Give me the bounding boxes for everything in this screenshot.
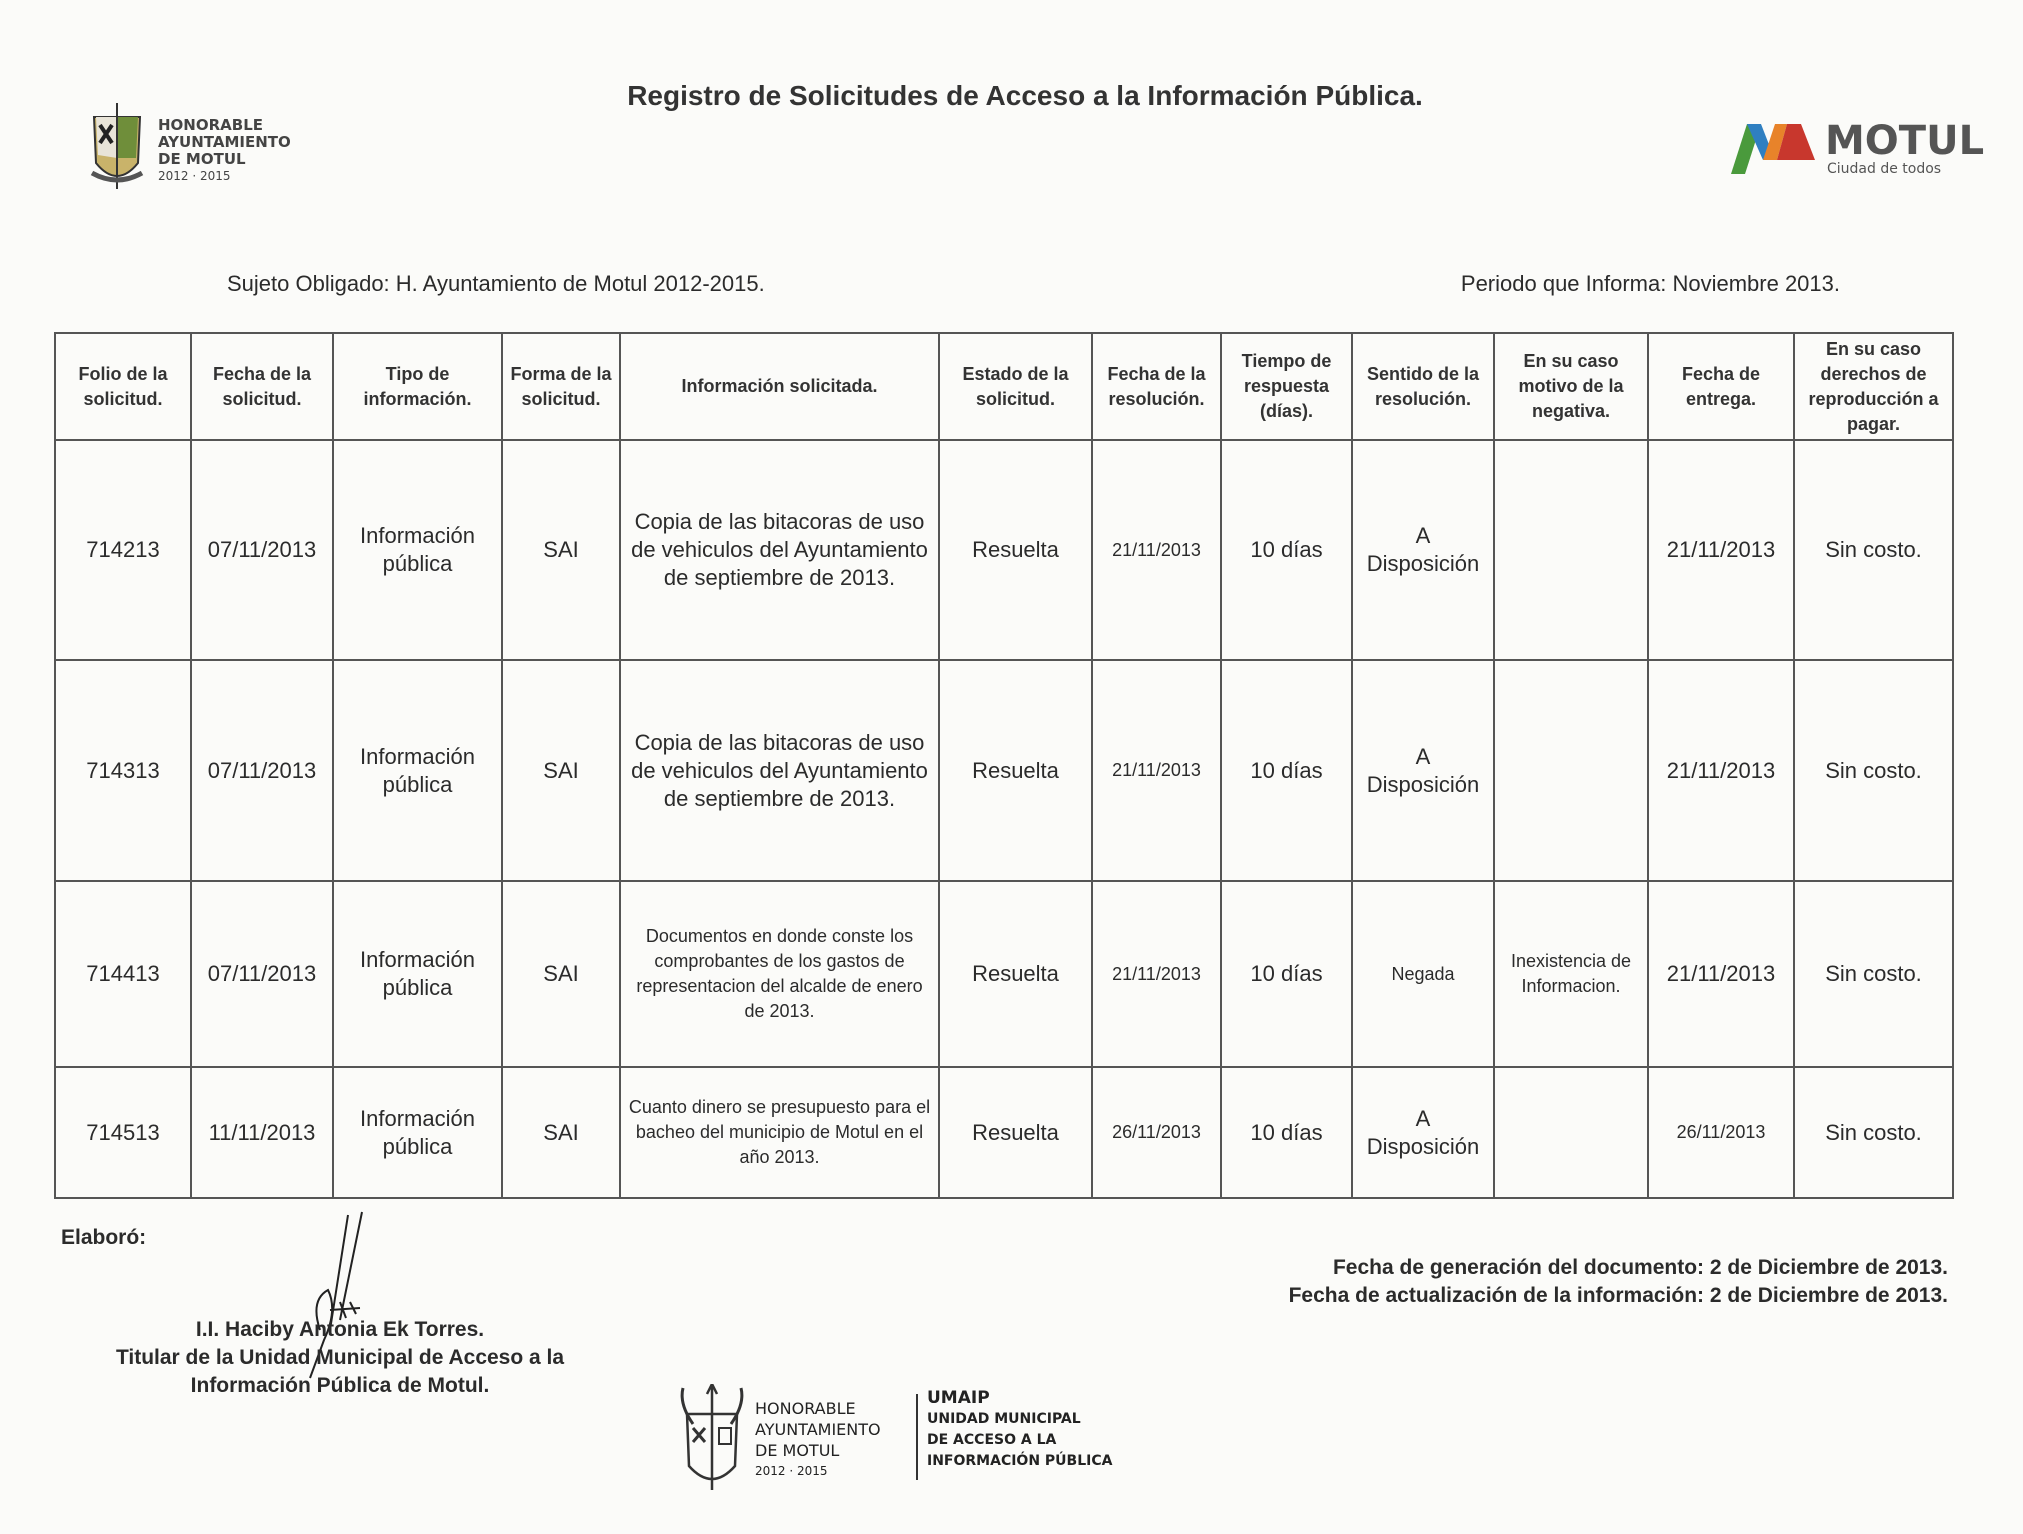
table-cell: 21/11/2013 bbox=[1091, 880, 1222, 1068]
generation-date: Fecha de generación del documento: 2 de … bbox=[1332, 1256, 1948, 1279]
table-cell: Resuelta bbox=[938, 659, 1093, 882]
column-header: Fecha de la solicitud. bbox=[190, 332, 334, 441]
table-cell: 21/11/2013 bbox=[1091, 439, 1222, 661]
table-cell: Resuelta bbox=[938, 1066, 1093, 1199]
signature-icon bbox=[309, 1211, 363, 1379]
document-dates: Fecha de generación del documento: 2 de … bbox=[1289, 1254, 1948, 1310]
table-cell: Inexistencia de Informacion. bbox=[1493, 880, 1649, 1068]
logo-line: DE ACCESO A LA bbox=[927, 1432, 1057, 1448]
umaip-logo: HONORABLE AYUNTAMIENTO DE MOTUL 2012 · 2… bbox=[677, 1384, 1127, 1494]
column-header: Tiempo de respuesta (días). bbox=[1220, 332, 1353, 441]
table-row: 714313 07/11/2013 Información pública SAI Co… bbox=[54, 659, 1954, 882]
table-cell: 714313 bbox=[54, 659, 192, 882]
logo-years: 2012 · 2015 bbox=[755, 1464, 828, 1478]
table-row: 714513 11/11/2013 Información pública SAI Cu… bbox=[54, 1066, 1954, 1199]
logo-line: UMAIP bbox=[927, 1388, 990, 1408]
table-cell: A Disposición bbox=[1351, 659, 1495, 882]
subject-label: Sujeto Obligado: H. Ayuntamiento de Motu… bbox=[227, 271, 765, 296]
table-cell: Información pública bbox=[332, 1066, 503, 1199]
motul-mark-icon bbox=[1731, 124, 1815, 174]
table-cell: 10 días bbox=[1220, 659, 1353, 882]
signer-title: Información Pública de Motul. bbox=[190, 1374, 490, 1397]
table-cell: Negada bbox=[1351, 880, 1495, 1068]
table-cell: A Disposición bbox=[1351, 1066, 1495, 1199]
column-header: Información solicitada. bbox=[619, 332, 940, 441]
table-cell: 07/11/2013 bbox=[190, 439, 334, 661]
table-cell: Copia de las bitacoras de uso de vehicul… bbox=[619, 659, 940, 882]
elaboro-label: Elaboró: bbox=[61, 1226, 147, 1249]
table-cell: Información pública bbox=[332, 659, 503, 882]
motul-tagline: Ciudad de todos bbox=[1827, 161, 1942, 177]
page-title: Registro de Solicitudes de Acceso a la I… bbox=[627, 80, 1423, 111]
table-cell: SAI bbox=[501, 659, 621, 882]
table-cell: 714413 bbox=[54, 880, 192, 1068]
table-cell: Sin costo. bbox=[1793, 880, 1954, 1068]
table-cell: Información pública bbox=[332, 439, 503, 661]
crest-icon bbox=[90, 103, 144, 189]
requests-table: Folio de la solicitud. Fecha de la solic… bbox=[54, 332, 1954, 1199]
table-cell: Sin costo. bbox=[1793, 439, 1954, 661]
table-cell: SAI bbox=[501, 1066, 621, 1199]
table-cell bbox=[1493, 439, 1649, 661]
logo-line: HONORABLE bbox=[158, 116, 264, 134]
table-cell: 26/11/2013 bbox=[1091, 1066, 1222, 1199]
column-header: Estado de la solicitud. bbox=[938, 332, 1093, 441]
table-cell: Información pública bbox=[332, 880, 503, 1068]
table-cell: 10 días bbox=[1220, 880, 1353, 1068]
column-header: Fecha de entrega. bbox=[1647, 332, 1795, 441]
table-cell: 10 días bbox=[1220, 1066, 1353, 1199]
motul-logo: MOTUL Ciudad de todos bbox=[1729, 118, 1984, 180]
update-date: Fecha de actualización de la información… bbox=[1288, 1284, 1948, 1307]
crest-outline-icon bbox=[680, 1384, 744, 1490]
table-cell: Copia de las bitacoras de uso de vehicul… bbox=[619, 439, 940, 661]
table-cell: 07/11/2013 bbox=[190, 880, 334, 1068]
table-cell: 26/11/2013 bbox=[1647, 1066, 1795, 1199]
table-cell: A Disposición bbox=[1351, 439, 1495, 661]
column-header: En su caso motivo de la negativa. bbox=[1493, 332, 1649, 441]
table-cell: Sin costo. bbox=[1793, 659, 1954, 882]
ayuntamiento-logo: HONORABLE AYUNTAMIENTO DE MOTUL 2012 · 2… bbox=[86, 103, 291, 194]
table-row: 714413 07/11/2013 Información pública SAI Do… bbox=[54, 880, 1954, 1068]
table-cell: SAI bbox=[501, 880, 621, 1068]
logo-line: AYUNTAMIENTO bbox=[755, 1420, 881, 1439]
column-header: Tipo de información. bbox=[332, 332, 503, 441]
logo-line: INFORMACIÓN PÚBLICA bbox=[927, 1453, 1113, 1469]
table-cell: Resuelta bbox=[938, 880, 1093, 1068]
table-cell: Resuelta bbox=[938, 439, 1093, 661]
table-cell: 21/11/2013 bbox=[1647, 439, 1795, 661]
table-cell: SAI bbox=[501, 439, 621, 661]
table-header-row: Folio de la solicitud. Fecha de la solic… bbox=[54, 332, 1954, 441]
table-cell: Cuanto dinero se presupuesto para el bac… bbox=[619, 1066, 940, 1199]
table-cell: 10 días bbox=[1220, 439, 1353, 661]
column-header: En su caso derechos de reproducción a pa… bbox=[1793, 332, 1954, 441]
motul-wordmark: MOTUL bbox=[1825, 118, 1985, 164]
column-header: Forma de la solicitud. bbox=[501, 332, 621, 441]
table-cell: Documentos en donde conste los comproban… bbox=[619, 880, 940, 1068]
period-label: Periodo que Informa: Noviembre 2013. bbox=[1460, 271, 1840, 296]
table-cell bbox=[1493, 659, 1649, 882]
column-header: Folio de la solicitud. bbox=[54, 332, 192, 441]
logo-years: 2012 · 2015 bbox=[158, 169, 231, 183]
signer-block: I.I. Haciby Antonia Ek Torres. Titular d… bbox=[60, 1316, 620, 1400]
signer-name: I.I. Haciby Antonia Ek Torres. bbox=[195, 1318, 485, 1341]
logo-line: DE MOTUL bbox=[158, 150, 246, 168]
signer-title: Titular de la Unidad Municipal de Acceso… bbox=[115, 1346, 565, 1369]
table-row: 714213 07/11/2013 Información pública SAI Co… bbox=[54, 439, 1954, 661]
table-cell: 714513 bbox=[54, 1066, 192, 1199]
logo-divider bbox=[916, 1394, 918, 1480]
table-cell: 11/11/2013 bbox=[190, 1066, 334, 1199]
table-cell bbox=[1493, 1066, 1649, 1199]
column-header: Sentido de la resolución. bbox=[1351, 332, 1495, 441]
table-cell: 07/11/2013 bbox=[190, 659, 334, 882]
logo-line: DE MOTUL bbox=[755, 1441, 840, 1460]
table-cell: Sin costo. bbox=[1793, 1066, 1954, 1199]
column-header: Fecha de la resolución. bbox=[1091, 332, 1222, 441]
table-cell: 21/11/2013 bbox=[1647, 880, 1795, 1068]
logo-line: UNIDAD MUNICIPAL bbox=[927, 1411, 1081, 1427]
table-cell: 21/11/2013 bbox=[1091, 659, 1222, 882]
logo-line: HONORABLE bbox=[755, 1399, 856, 1418]
logo-line: AYUNTAMIENTO bbox=[158, 133, 291, 151]
table-cell: 21/11/2013 bbox=[1647, 659, 1795, 882]
table-cell: 714213 bbox=[54, 439, 192, 661]
